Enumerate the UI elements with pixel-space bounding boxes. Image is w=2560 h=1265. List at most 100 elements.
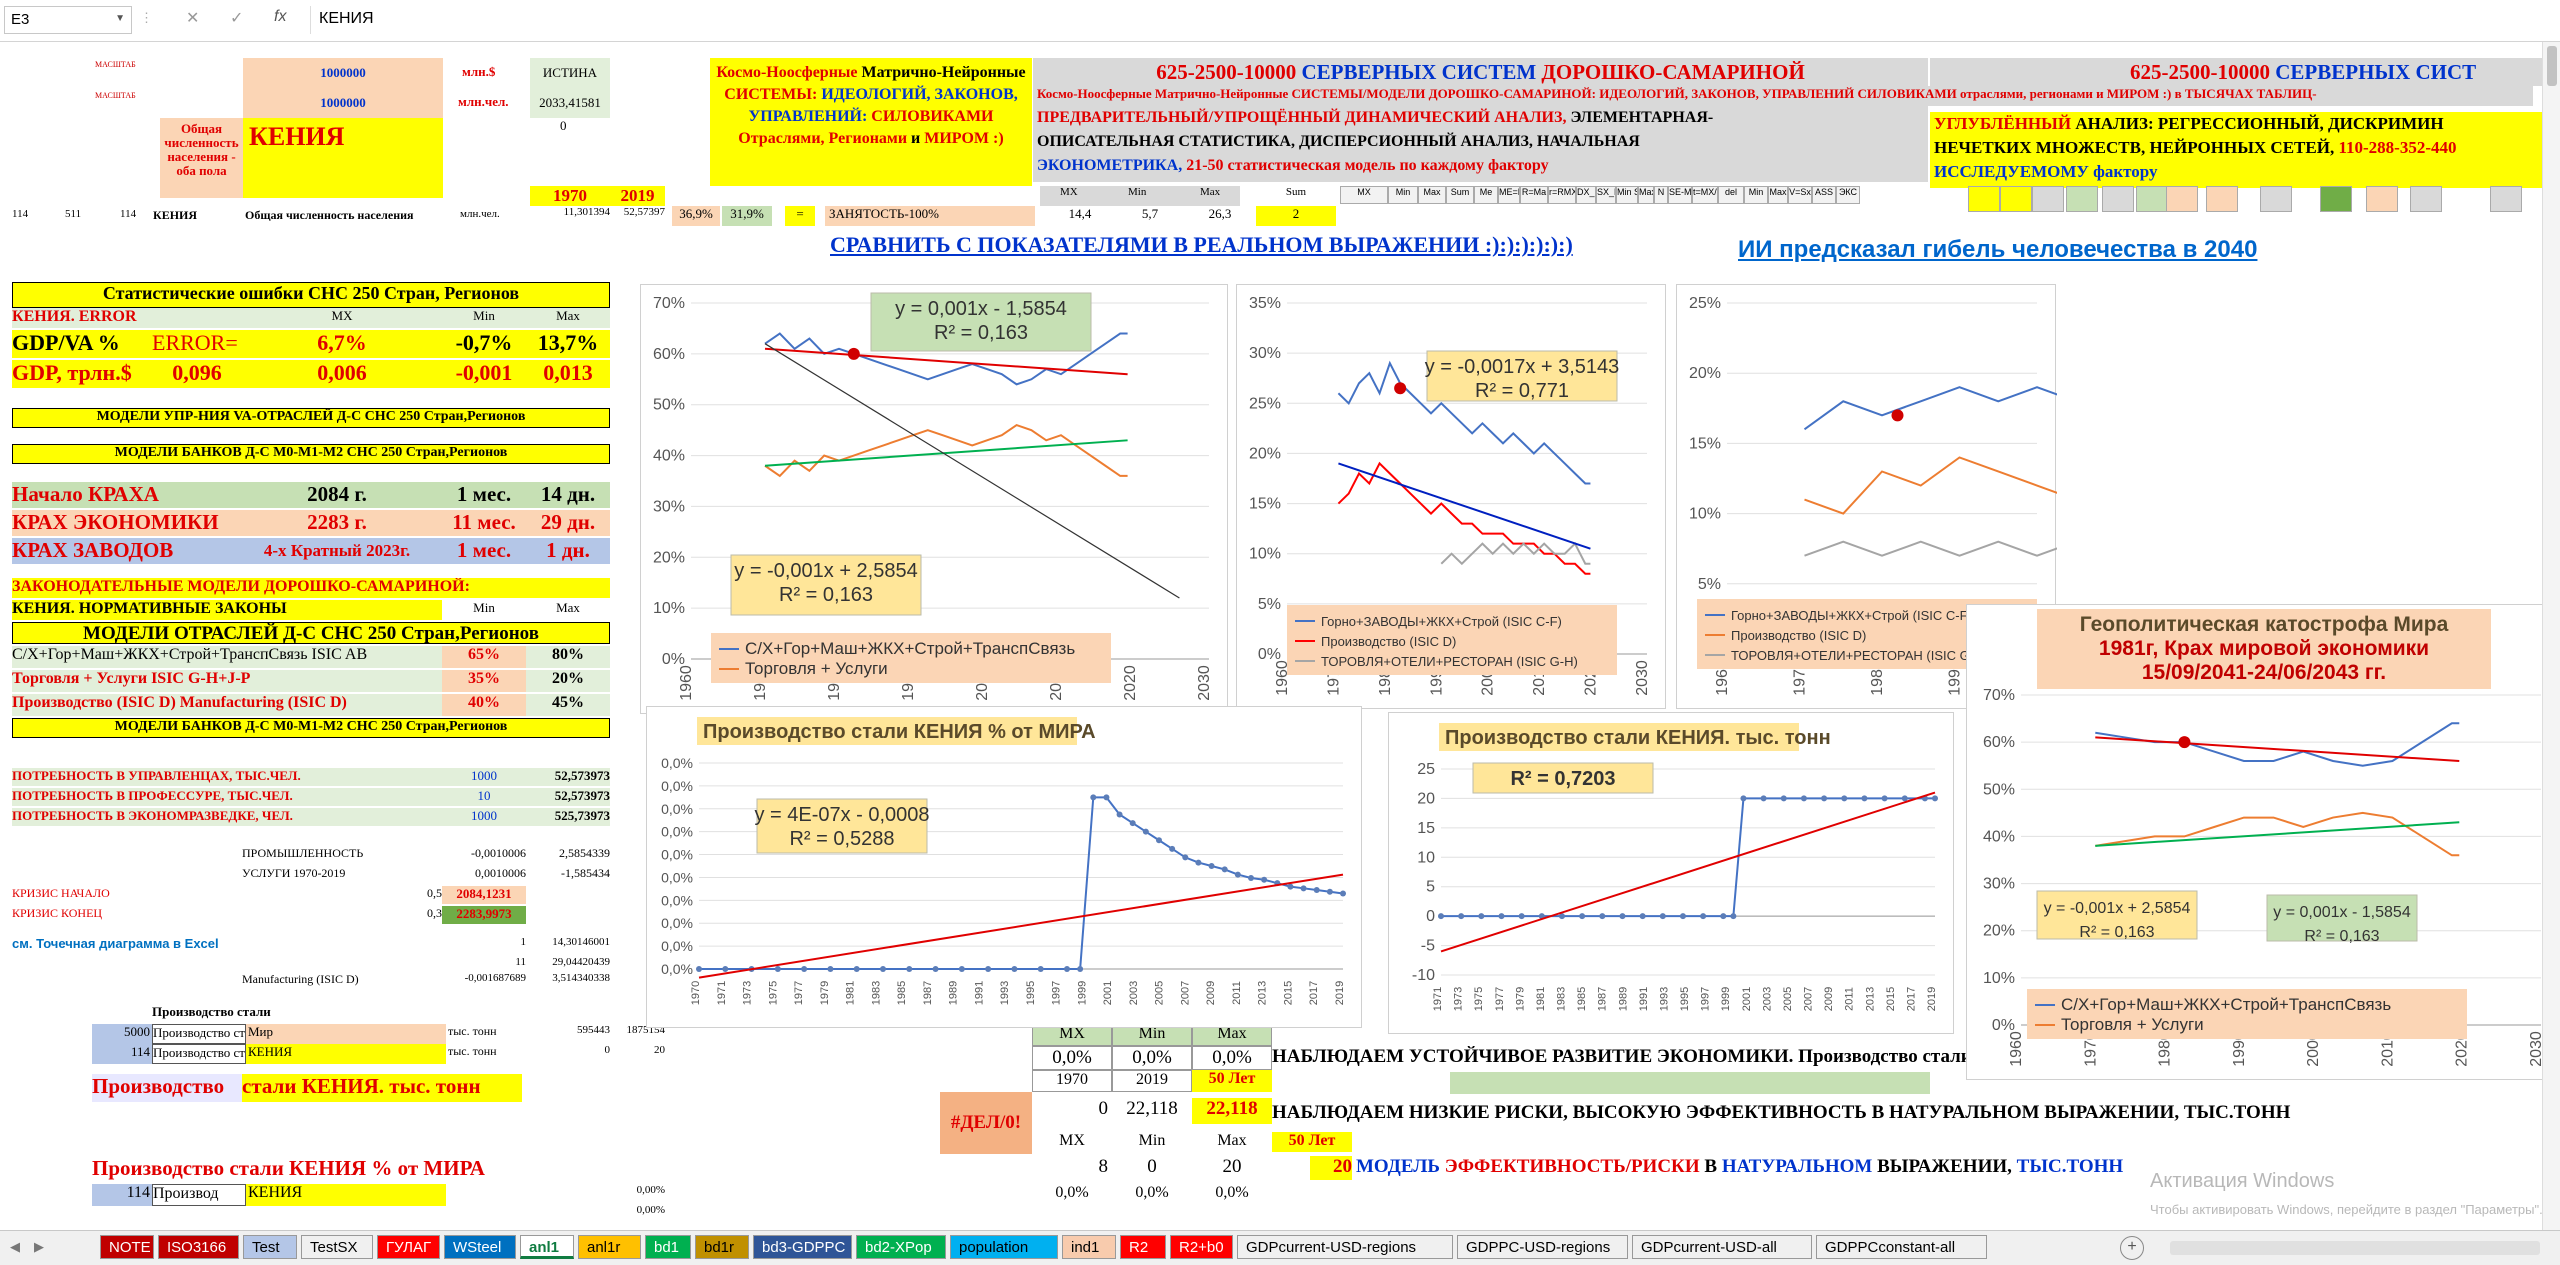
steel-row-country[interactable]: КЕНИЯ [246, 1184, 446, 1206]
gdp-mx[interactable]: 0,006 [242, 360, 442, 388]
sheet-tab[interactable]: anl1 [520, 1235, 574, 1259]
industry-b[interactable]: 2,5854339 [559, 846, 610, 860]
sheet-tab[interactable]: ISO3166 [158, 1235, 239, 1259]
add-sheet-icon[interactable]: + [2120, 1236, 2144, 1260]
header-stub-cell[interactable] [2366, 186, 2398, 212]
error-min[interactable]: -0,7% [442, 330, 526, 358]
industry-a[interactable]: -0,0010006 [471, 846, 526, 860]
bt-cell[interactable]: 0,0% [1032, 1046, 1112, 1070]
worksheet-grid[interactable]: МАСШТАБ МАСШТАБ 1000000 1000000 млн.$ мл… [0, 42, 2560, 1230]
sheet-tab[interactable]: R2+b0 [1170, 1235, 1233, 1259]
ai-prediction-link[interactable]: ИИ предсказал гибель человечества в 2040 [1738, 236, 2258, 263]
header-stub-cell[interactable] [2136, 186, 2168, 212]
steel-row-b[interactable]: 20 [654, 1044, 665, 1056]
crash-start-month[interactable]: 1 мес. [442, 482, 526, 508]
crash-start-day[interactable]: 14 дн. [526, 482, 610, 508]
sector-row-max[interactable]: 45% [526, 694, 610, 716]
header-stub-cell[interactable] [2320, 186, 2352, 212]
cancel-icon[interactable]: ✕ [186, 10, 200, 27]
country-name[interactable]: КЕНИЯ [243, 118, 443, 198]
steel-row-code[interactable]: 114 [92, 1184, 152, 1206]
header-stub-cell[interactable] [2032, 186, 2064, 212]
div-error[interactable]: #ДЕЛ/0! [940, 1092, 1032, 1154]
need-value[interactable]: 52,573973 [526, 788, 610, 806]
formula-input[interactable]: КЕНИЯ [310, 6, 2550, 34]
employment-cell[interactable]: ЗАНЯТОСТЬ-100% [825, 206, 1035, 226]
gdp-min[interactable]: -0,001 [442, 360, 526, 388]
misc-value[interactable]: 14,30146001 [552, 936, 610, 948]
error-max[interactable]: 13,7% [526, 330, 610, 358]
scale-value[interactable]: 1000000 [243, 58, 443, 88]
sheet-tab[interactable]: ГУЛАГ [377, 1235, 440, 1259]
sheet-tab[interactable]: bd2-XPop [856, 1235, 946, 1259]
truth-cell[interactable]: ИСТИНА [530, 58, 610, 88]
compare-link[interactable]: СРАВНИТЬ С ПОКАЗАТЕЛЯМИ В РЕАЛЬНОМ ВЫРАЖ… [830, 232, 1573, 257]
chart-5[interactable]: -10 -5 0 5 10 15 20 25 1971 1973 1975 1977 1979 1981 1… [1388, 712, 1954, 1034]
crash-factories-day[interactable]: 1 дн. [526, 538, 610, 564]
crisis-end-a[interactable]: 0,3 [427, 906, 442, 920]
need-value[interactable]: 525,73973 [526, 808, 610, 826]
header-stub-cell[interactable] [2000, 186, 2032, 212]
percent-cell[interactable]: 36,9% [672, 206, 720, 226]
zero-value[interactable]: 0 [560, 118, 567, 133]
steel-row-country[interactable]: КЕНИЯ [246, 1044, 446, 1064]
sheet-tab[interactable]: TestSX [301, 1235, 373, 1259]
bt-cell[interactable]: 0,0% [1192, 1046, 1272, 1070]
sheet-tab[interactable]: bd1 [645, 1235, 691, 1259]
sheet-tab[interactable]: GDPPCconstant-all [1816, 1235, 1987, 1259]
error-mx[interactable]: 6,7% [242, 330, 442, 358]
scroll-thumb[interactable] [2547, 46, 2557, 86]
scroll-left-icon[interactable]: ◀ [10, 1239, 20, 1254]
header-stub-cell[interactable] [2102, 186, 2134, 212]
header-stub-cell[interactable] [1968, 186, 2000, 212]
header-stub-cell[interactable] [2066, 186, 2098, 212]
need-value[interactable]: 52,573973 [526, 768, 610, 786]
misc-value[interactable]: 11 [515, 956, 526, 968]
sheet-tab[interactable]: bd3-GDPPC [753, 1235, 852, 1259]
equals-cell[interactable]: = [785, 206, 815, 226]
header-stub-cell[interactable] [2490, 186, 2522, 212]
steel-row-b[interactable]: 0,00% [636, 1204, 665, 1216]
chevron-down-icon[interactable]: ▼ [115, 13, 125, 24]
misc-value[interactable]: 29,04420439 [552, 956, 610, 968]
misc-value[interactable]: 1 [520, 936, 527, 948]
chart-4[interactable]: 0,0% 0,0% 0,0% 0,0% 0,0% 0,0% 0,0% 0,0% 0,0% 0,0%… [646, 706, 1362, 1028]
bt-cell[interactable]: 0 [1147, 1156, 1157, 1177]
manufacturing-b[interactable]: 3,514340338 [552, 972, 610, 984]
bt-cell[interactable]: 0,0% [1055, 1184, 1089, 1201]
percent-cell[interactable]: 31,9% [722, 206, 772, 226]
crash-econ-year[interactable]: 2283 г. [232, 510, 442, 536]
sector-row-min[interactable]: 65% [442, 646, 526, 668]
system-title[interactable]: Космо-Ноосферные Матрично-Нейронные СИСТ… [710, 58, 1032, 186]
min-value[interactable]: 5,7 [1141, 206, 1159, 221]
insert-function-icon[interactable]: fx [274, 8, 287, 25]
crisis-start-b[interactable]: 2084,1231 [442, 886, 526, 904]
bt-cell[interactable]: 0,0% [1112, 1046, 1192, 1070]
population-label[interactable]: Общая численность населения - оба пола [160, 118, 243, 198]
header-stub-cell[interactable] [2206, 186, 2238, 212]
services-a[interactable]: 0,0010006 [475, 866, 526, 880]
year-start[interactable]: 1970 [530, 186, 610, 206]
sheet-tab[interactable]: ind1 [1062, 1235, 1116, 1259]
max-value[interactable]: 26,3 [1208, 206, 1232, 221]
steel-row-a[interactable]: 0,00% [636, 1184, 665, 1196]
sheet-tab[interactable]: anl1r [578, 1235, 641, 1259]
year-end[interactable]: 2019 [610, 186, 665, 206]
truth-value[interactable]: 2033,41581 [530, 88, 610, 118]
steel-row-code[interactable]: 5000 [92, 1024, 152, 1044]
crash-factories-year[interactable]: 4-х Кратный 2023г. [232, 538, 442, 564]
bt-cell[interactable]: 22,118 [1192, 1098, 1272, 1124]
crash-start-year[interactable]: 2084 г. [232, 482, 442, 508]
bt-cell[interactable]: 50 Лет [1192, 1070, 1272, 1092]
horizontal-scrollbar[interactable] [2170, 1241, 2540, 1255]
bt-cell[interactable]: 20 [1222, 1156, 1242, 1177]
chart-2[interactable]: 0% 5% 10% 15% 20% 25% 30% 35% 1960 1970 1980 1990 20… [1236, 284, 1666, 709]
chart-6[interactable]: 0% 10% 20% 30% 40% 50% 60% 70% 1960 1970 1980 1990 2… [1966, 604, 2560, 1080]
sheet-tab[interactable]: WSteel [444, 1235, 516, 1259]
bt-cell[interactable]: 0 [1098, 1098, 1109, 1119]
need-value[interactable]: 1000 [442, 808, 526, 826]
need-value[interactable]: 10 [442, 788, 526, 806]
crisis-start-a[interactable]: 0,5 [427, 886, 442, 900]
enter-icon[interactable]: ✓ [230, 10, 244, 27]
sheet-tab[interactable]: GDPcurrent-USD-all [1632, 1235, 1812, 1259]
